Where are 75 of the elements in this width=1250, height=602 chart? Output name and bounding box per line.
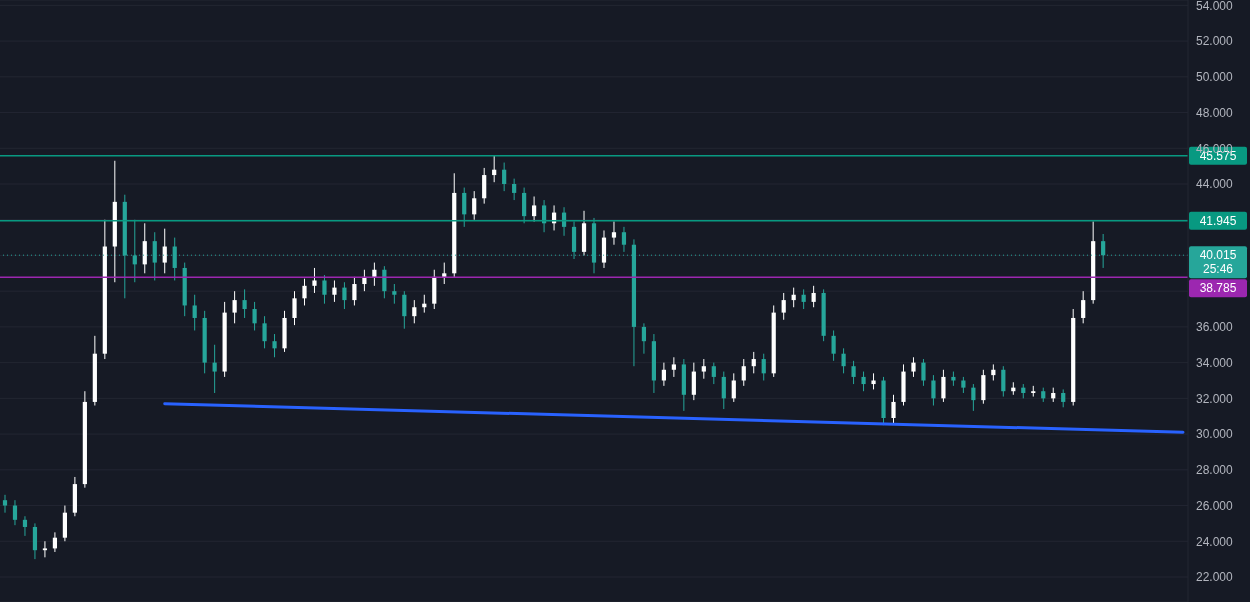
y-tick-label: 30.000 xyxy=(1196,427,1234,442)
candlestick xyxy=(192,294,197,331)
candlestick xyxy=(462,187,467,228)
candlestick xyxy=(891,394,896,424)
candlestick xyxy=(781,292,786,321)
candlestick xyxy=(212,344,217,394)
candlestick xyxy=(262,315,267,349)
candlestick xyxy=(332,279,337,303)
candlestick xyxy=(1081,290,1086,324)
candlestick xyxy=(1001,365,1006,398)
candlestick xyxy=(342,281,347,310)
candlestick xyxy=(931,374,936,406)
y-tick-label: 54.000 xyxy=(1196,0,1234,13)
candlestick xyxy=(272,333,277,358)
candlestick xyxy=(402,290,407,330)
candlestick xyxy=(761,353,766,381)
candlestick xyxy=(671,356,676,378)
candlestick xyxy=(941,369,946,403)
candlestick xyxy=(911,356,916,378)
y-tick-label: 32.000 xyxy=(1196,391,1234,406)
candlestick xyxy=(232,290,237,324)
y-tick-label: 44.000 xyxy=(1196,177,1234,192)
candlestick xyxy=(841,347,846,374)
candlestick xyxy=(721,371,726,410)
candlestick xyxy=(701,358,706,380)
candlestick xyxy=(2,494,8,514)
candlestick xyxy=(302,278,307,306)
candlestick xyxy=(861,371,866,392)
candlestick xyxy=(641,322,647,355)
y-tick-label: 28.000 xyxy=(1196,463,1234,478)
candlestick xyxy=(322,274,327,305)
y-tick-label: 48.000 xyxy=(1196,105,1234,120)
candlestick xyxy=(392,283,397,305)
ref-line-label: 41.945 xyxy=(1199,213,1237,228)
candlestick xyxy=(691,362,696,401)
candlestick xyxy=(412,299,417,324)
candlestick xyxy=(142,222,147,274)
candlestick xyxy=(252,301,257,331)
candlestick xyxy=(352,276,357,306)
candlestick xyxy=(292,290,297,326)
candlestick xyxy=(532,196,537,223)
candlestick xyxy=(482,167,487,205)
candlestick xyxy=(611,221,617,246)
y-tick-label: 36.000 xyxy=(1196,320,1234,335)
candlestick xyxy=(851,360,856,385)
ref-line-label: 38.785 xyxy=(1199,281,1237,296)
candlestick xyxy=(162,228,167,274)
candlestick xyxy=(971,383,976,412)
candlestick xyxy=(831,329,836,362)
candlestick xyxy=(751,351,756,374)
candlestick xyxy=(502,162,507,192)
candlestick xyxy=(522,187,527,224)
candlestick xyxy=(801,288,806,310)
y-tick-label: 26.000 xyxy=(1196,498,1234,513)
candlestick xyxy=(541,199,547,233)
y-tick-label: 24.000 xyxy=(1196,534,1234,549)
candlestick xyxy=(711,362,716,385)
candlestick xyxy=(811,285,816,308)
candlestick xyxy=(921,358,926,387)
y-tick-label: 50.000 xyxy=(1196,70,1234,85)
candlestick xyxy=(12,499,18,526)
candlestick xyxy=(731,372,736,403)
y-tick-label: 34.000 xyxy=(1196,355,1234,370)
candlestick xyxy=(741,358,746,387)
y-tick-label: 22.000 xyxy=(1196,570,1234,585)
candlestick xyxy=(22,515,28,537)
candlestick xyxy=(512,178,517,201)
y-tick-label: 52.000 xyxy=(1196,34,1234,49)
candlestick xyxy=(242,288,247,319)
candlestick xyxy=(312,267,317,294)
candlestick xyxy=(42,540,48,558)
candlestick xyxy=(621,226,627,253)
candlestick xyxy=(32,522,38,560)
ref-line-label: 40.015 25:46 xyxy=(1199,248,1237,277)
candlestick xyxy=(472,190,477,221)
